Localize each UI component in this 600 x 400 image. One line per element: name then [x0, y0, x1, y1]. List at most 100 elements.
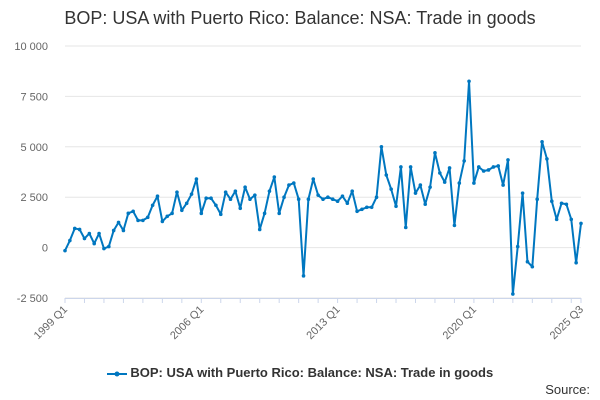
- data-point: [345, 201, 350, 206]
- data-point: [165, 214, 170, 219]
- data-point: [218, 212, 223, 217]
- chart-title: BOP: USA with Puerto Rico: Balance: NSA:…: [64, 8, 536, 28]
- data-point: [102, 246, 106, 251]
- data-point: [72, 226, 77, 231]
- data-point: [423, 202, 428, 207]
- source-label: Source:: [545, 382, 590, 397]
- data-point: [316, 193, 320, 197]
- x-tick-label: 2006 Q1: [168, 304, 206, 342]
- y-tick-label: 0: [42, 243, 48, 255]
- data-point: [418, 183, 423, 187]
- data-point: [350, 189, 355, 193]
- data-point: [145, 215, 150, 220]
- data-point: [180, 208, 184, 213]
- data-point: [554, 217, 559, 222]
- data-point: [569, 217, 574, 222]
- data-point: [369, 205, 374, 210]
- data-point: [433, 151, 437, 155]
- data-point: [535, 197, 539, 202]
- data-point: [238, 206, 243, 211]
- data-point: [476, 165, 481, 169]
- data-point: [321, 197, 325, 202]
- data-point: [496, 164, 501, 168]
- legend[interactable]: BOP: USA with Puerto Rico: Balance: NSA:…: [0, 365, 600, 380]
- x-tick-label: 2025 Q3: [548, 304, 586, 342]
- data-point: [92, 241, 97, 246]
- data-point: [223, 190, 228, 194]
- data-point: [467, 79, 471, 84]
- data-point: [141, 218, 145, 223]
- data-point: [515, 244, 520, 249]
- data-point: [540, 139, 544, 144]
- data-point: [399, 165, 403, 169]
- data-point: [408, 165, 413, 169]
- data-point: [365, 205, 369, 210]
- data-point: [330, 197, 335, 202]
- x-tick-label: 2020 Q1: [441, 304, 479, 342]
- data-point: [481, 169, 486, 173]
- data-point: [462, 159, 466, 163]
- data-point: [87, 231, 92, 236]
- data-point: [394, 204, 398, 209]
- data-point: [335, 199, 340, 204]
- data-point: [549, 199, 554, 204]
- data-point: [442, 180, 447, 184]
- data-point: [170, 211, 174, 216]
- data-point: [311, 177, 316, 181]
- data-point: [107, 244, 111, 249]
- data-point: [282, 195, 286, 199]
- data-point: [360, 207, 364, 212]
- data-point: [121, 228, 126, 233]
- data-point: [530, 264, 535, 269]
- data-point: [413, 191, 418, 195]
- x-tick-label: 1999 Q1: [32, 304, 70, 342]
- data-point: [501, 183, 505, 187]
- data-point: [428, 185, 432, 189]
- data-point: [257, 227, 262, 232]
- data-point: [486, 168, 491, 172]
- legend-label: BOP: USA with Puerto Rico: Balance: NSA:…: [130, 365, 494, 380]
- data-point: [199, 211, 204, 216]
- data-point: [340, 194, 345, 198]
- data-point: [189, 192, 194, 196]
- data-point: [77, 227, 82, 232]
- data-point: [184, 201, 189, 206]
- data-point: [287, 183, 291, 187]
- x-tick-label: 2013 Q1: [304, 304, 342, 342]
- data-point: [579, 221, 583, 226]
- data-point: [384, 173, 389, 177]
- data-point: [277, 211, 281, 216]
- data-point: [374, 195, 379, 199]
- y-tick-label: 10 000: [14, 41, 48, 53]
- data-point: [248, 197, 252, 202]
- data-point: [228, 197, 233, 202]
- data-point: [291, 181, 296, 185]
- data-point: [97, 231, 101, 236]
- data-point: [306, 197, 311, 202]
- data-point: [126, 211, 131, 216]
- data-point: [326, 195, 330, 199]
- data-point: [472, 181, 476, 185]
- data-point: [155, 194, 160, 198]
- data-point: [301, 274, 306, 278]
- data-point: [150, 203, 155, 208]
- data-point: [82, 236, 87, 241]
- data-point: [525, 259, 530, 264]
- data-point: [204, 196, 208, 201]
- data-point: [63, 248, 67, 253]
- data-point: [209, 196, 213, 201]
- data-point: [160, 219, 165, 224]
- data-point: [457, 181, 462, 185]
- data-point: [438, 171, 442, 175]
- data-point: [267, 189, 272, 193]
- data-point: [175, 190, 179, 194]
- data-point: [296, 197, 301, 202]
- y-tick-label: 7 500: [20, 91, 48, 103]
- data-point: [447, 166, 452, 170]
- data-point: [403, 225, 408, 230]
- data-point: [131, 209, 135, 214]
- data-point: [511, 292, 515, 296]
- data-point: [452, 223, 457, 228]
- data-point: [559, 201, 564, 206]
